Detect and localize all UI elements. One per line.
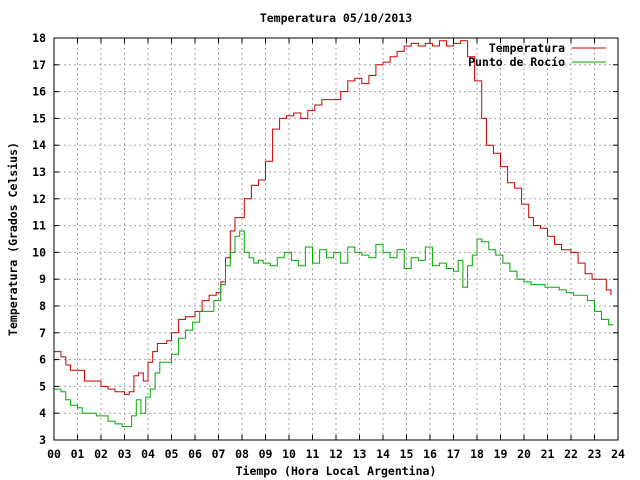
x-tick-label: 03 — [118, 447, 132, 461]
y-tick-label: 6 — [39, 353, 46, 367]
x-tick-label: 14 — [376, 447, 390, 461]
y-tick-label: 16 — [32, 85, 46, 99]
x-tick-label: 19 — [494, 447, 508, 461]
legend: Temperatura Punto de Rocío — [468, 41, 606, 69]
chart-title: Temperatura 05/10/2013 — [260, 11, 412, 25]
x-tick-label: 10 — [282, 447, 296, 461]
legend-label-temperatura: Temperatura — [489, 41, 565, 55]
series-line-punto-de-rocio — [54, 230, 614, 428]
y-tick-label: 11 — [32, 219, 46, 233]
x-tick-label: 18 — [470, 447, 484, 461]
x-tick-label: 16 — [423, 447, 437, 461]
series-layer — [54, 40, 614, 428]
x-tick-label: 05 — [165, 447, 179, 461]
x-tick-label: 12 — [329, 447, 343, 461]
y-tick-label: 14 — [32, 138, 46, 152]
y-tick-label: 9 — [39, 272, 46, 286]
x-tick-label: 20 — [517, 447, 531, 461]
x-tick-label: 06 — [188, 447, 202, 461]
tick-labels: 00 01 02 03 04 05 06 07 08 09 10 11 12 13 14 15 16 17 18 19… — [32, 31, 625, 461]
grid — [54, 38, 618, 440]
series-line-temperatura — [54, 40, 612, 395]
x-tick-label: 15 — [400, 447, 414, 461]
x-tick-label: 04 — [141, 447, 155, 461]
x-tick-label: 21 — [541, 447, 555, 461]
x-tick-label: 17 — [447, 447, 461, 461]
y-tick-label: 4 — [39, 406, 46, 420]
y-tick-label: 10 — [32, 245, 46, 259]
x-tick-label: 00 — [47, 447, 61, 461]
y-tick-label: 17 — [32, 58, 46, 72]
y-tick-label: 15 — [32, 111, 46, 125]
x-tick-label: 13 — [353, 447, 367, 461]
x-tick-label: 23 — [588, 447, 602, 461]
x-tick-label: 07 — [212, 447, 226, 461]
y-tick-label: 13 — [32, 165, 46, 179]
y-tick-label: 3 — [39, 433, 46, 447]
y-tick-label: 5 — [39, 379, 46, 393]
x-tick-label: 01 — [71, 447, 85, 461]
y-tick-label: 7 — [39, 326, 46, 340]
y-tick-label: 8 — [39, 299, 46, 313]
x-tick-label: 08 — [235, 447, 249, 461]
x-tick-label: 24 — [611, 447, 625, 461]
x-tick-label: 09 — [259, 447, 273, 461]
x-tick-label: 22 — [564, 447, 578, 461]
y-axis-label: Temperatura (Grados Celsius) — [6, 142, 20, 336]
ticks — [53, 37, 619, 441]
x-tick-label: 02 — [94, 447, 108, 461]
y-tick-label: 12 — [32, 192, 46, 206]
x-tick-label: 11 — [306, 447, 320, 461]
legend-label-punto-de-rocio: Punto de Rocío — [468, 55, 565, 69]
x-axis-label: Tiempo (Hora Local Argentina) — [236, 464, 437, 478]
y-tick-label: 18 — [32, 31, 46, 45]
